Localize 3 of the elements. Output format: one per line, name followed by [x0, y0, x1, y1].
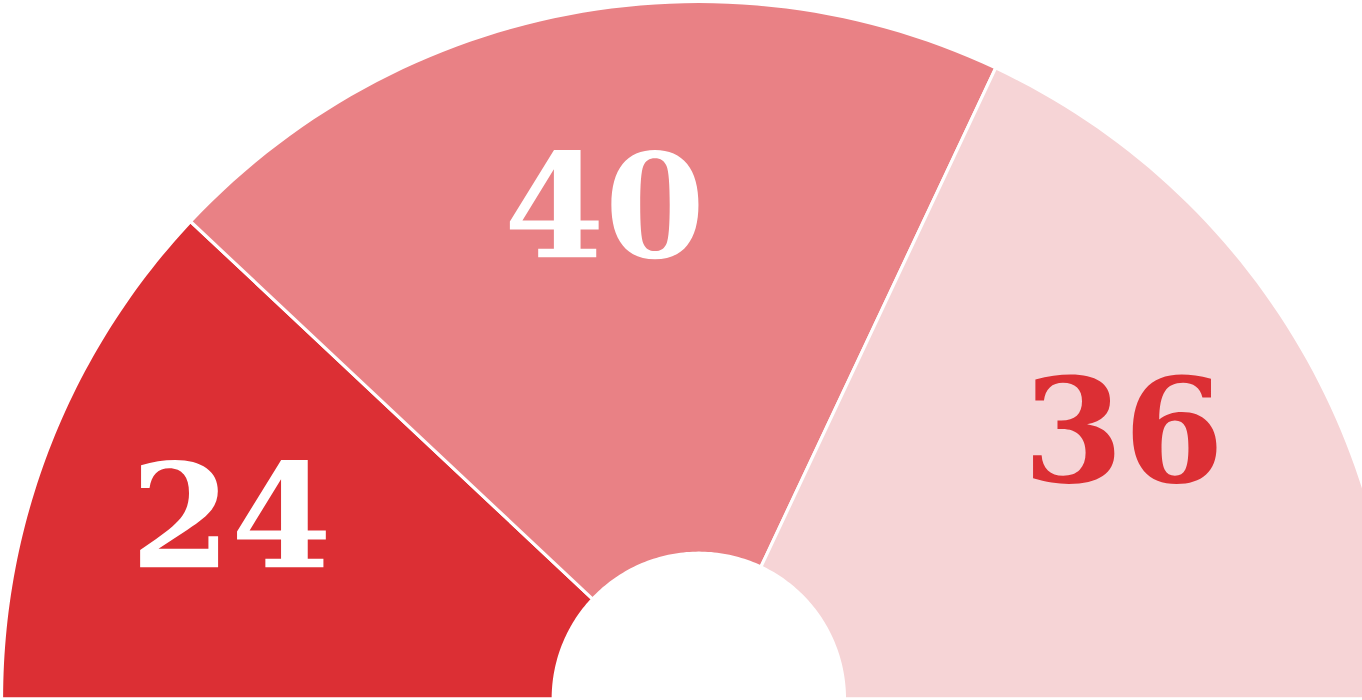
data-label: 24 — [140, 460, 326, 568]
data-label: 36 — [1033, 374, 1217, 485]
data-label: 40 — [509, 150, 699, 260]
